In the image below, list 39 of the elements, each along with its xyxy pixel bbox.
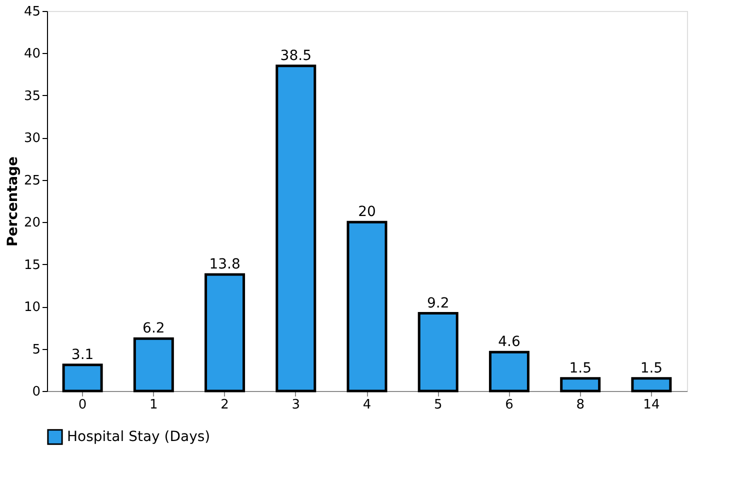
x-tick-label: 8 xyxy=(576,398,584,412)
bar xyxy=(346,220,388,392)
y-tick-label: 30 xyxy=(24,131,40,146)
bar xyxy=(631,377,672,392)
y-tick-label: 25 xyxy=(24,173,40,188)
y-tick-label: 5 xyxy=(32,342,40,358)
x-tick-label: 2 xyxy=(220,398,229,412)
y-tick-label: 15 xyxy=(24,258,40,273)
legend-label: Hospital Stay (Days) xyxy=(67,429,210,445)
x-tick-label: 1 xyxy=(150,398,158,412)
data-label: 1.5 xyxy=(640,360,663,376)
data-label: 6.2 xyxy=(142,320,165,337)
x-tick-label: 4 xyxy=(362,398,372,412)
y-tick-label: 45 xyxy=(24,4,40,20)
bar xyxy=(133,337,174,392)
y-tick-label: 40 xyxy=(24,46,40,62)
bar xyxy=(62,364,103,392)
data-label: 20 xyxy=(358,204,376,220)
y-axis-title: Percentage xyxy=(4,156,21,247)
data-label: 1.5 xyxy=(569,360,592,376)
data-label: 4.6 xyxy=(498,334,520,350)
bar xyxy=(560,377,601,392)
bar xyxy=(418,312,458,392)
x-tick-label: 6 xyxy=(505,398,514,412)
x-tick-label: 5 xyxy=(434,398,442,412)
data-label: 9.2 xyxy=(426,295,450,312)
data-label: 3.1 xyxy=(71,346,94,363)
bar xyxy=(276,64,316,392)
bar xyxy=(488,350,530,392)
x-tick-label: 14 xyxy=(643,398,660,412)
y-tick-label: 10 xyxy=(24,300,40,316)
y-tick-label: 0 xyxy=(32,384,40,400)
y-tick-label: 20 xyxy=(24,216,40,231)
bar xyxy=(204,273,246,392)
x-tick-label: 3 xyxy=(292,398,300,412)
data-label: 38.5 xyxy=(280,48,312,64)
x-tick-label: 0 xyxy=(78,398,87,412)
data-label: 13.8 xyxy=(209,256,240,272)
y-tick-label: 35 xyxy=(24,88,40,104)
